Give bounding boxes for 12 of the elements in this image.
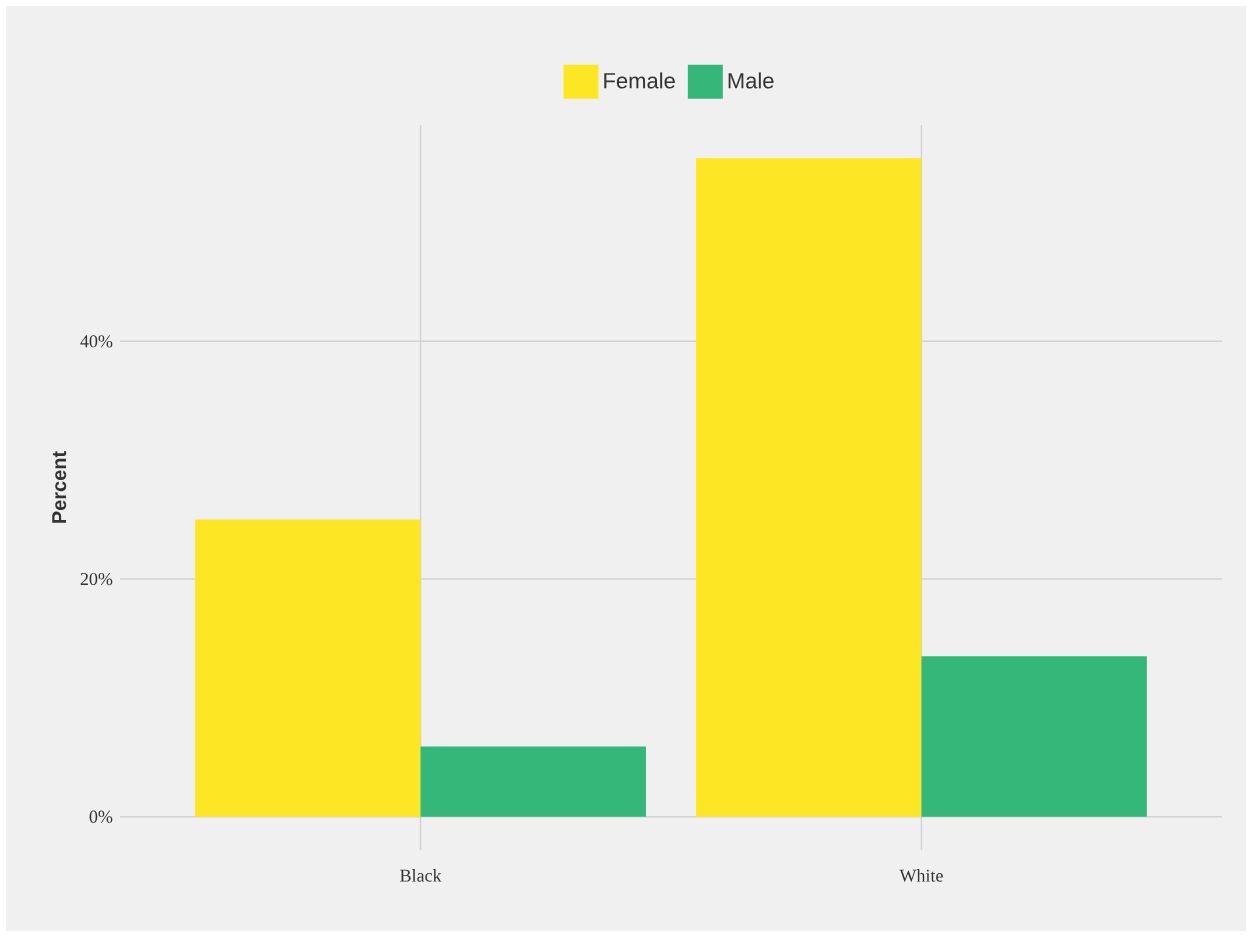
bar	[420, 746, 646, 817]
bar	[195, 519, 421, 817]
bar	[921, 656, 1147, 817]
y-tick-label: 40%	[80, 335, 113, 348]
y-tick-label: 0%	[89, 810, 113, 823]
x-tick-label: Black	[400, 869, 442, 882]
bar	[696, 158, 922, 817]
y-tick-label: 20%	[80, 572, 113, 586]
y-axis-title: Percent	[52, 451, 67, 523]
legend-label: Male	[728, 72, 774, 89]
legend-label: Female	[604, 72, 675, 89]
x-tick-label: White	[899, 869, 943, 882]
